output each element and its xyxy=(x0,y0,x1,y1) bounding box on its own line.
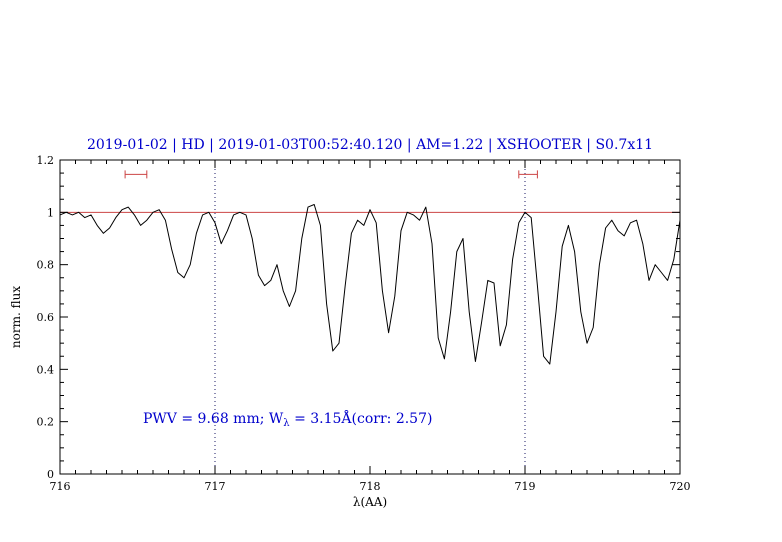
y-tick-label: 0.4 xyxy=(37,363,55,376)
y-tick-label: 0.8 xyxy=(37,259,55,272)
x-tick-label: 720 xyxy=(670,480,691,493)
pwv-annotation: PWV = 9.68 mm; Wλ = 3.15Å(corr: 2.57) xyxy=(143,411,432,429)
spectrum-path xyxy=(59,204,681,365)
y-tick-label: 0.2 xyxy=(37,416,55,429)
pwv-annotation-pre: PWV = 9.68 mm; W xyxy=(143,411,284,427)
x-tick-label: 717 xyxy=(205,480,226,493)
axis-box xyxy=(59,159,681,475)
y-tick-label: 0.6 xyxy=(37,311,55,324)
x-tick-label: 716 xyxy=(50,480,71,493)
x-axis-label: λ(AA) xyxy=(353,495,387,509)
y-tick-label: 1 xyxy=(47,206,54,219)
y-axis-label: norm. flux xyxy=(9,286,23,348)
y-tick-label: 0 xyxy=(47,468,54,481)
x-tick-label: 719 xyxy=(515,480,536,493)
y-tick-label: 1.2 xyxy=(37,154,55,167)
x-tick-label: 718 xyxy=(360,480,381,493)
pwv-annotation-subscript: λ xyxy=(283,418,290,429)
pwv-annotation-post: = 3.15Å(corr: 2.57) xyxy=(289,411,433,427)
plot-title: 2019-01-02 | HD | 2019-01-03T00:52:40.12… xyxy=(86,137,654,153)
